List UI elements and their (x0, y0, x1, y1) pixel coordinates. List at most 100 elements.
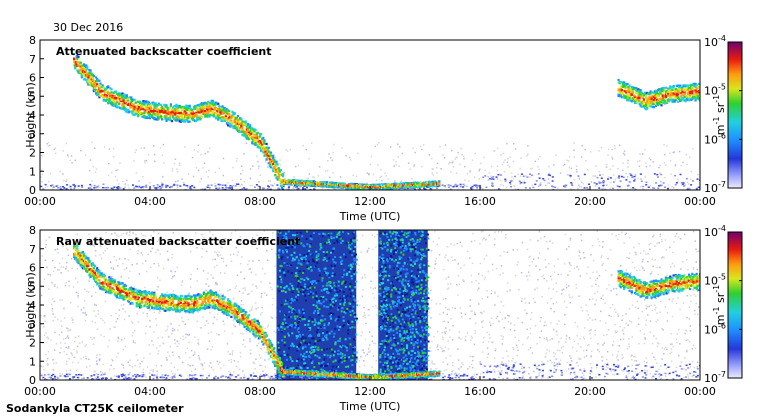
noise-speck (123, 303, 125, 306)
noise-speck (419, 145, 422, 148)
noise-speck (65, 267, 67, 270)
noise-speck (570, 167, 573, 170)
colorbar-unit-part: -1 (712, 95, 721, 103)
colorbar-unit-label: m-1 sr-1 (712, 95, 727, 135)
noise-speck (479, 168, 481, 171)
noise-speck (82, 356, 85, 358)
cloud-pixel (121, 92, 124, 95)
noise-speck (640, 180, 643, 183)
noise-speck (191, 156, 194, 159)
noise-speck (696, 361, 699, 364)
noise-speck (76, 268, 79, 270)
noise-speck (432, 240, 435, 243)
noise-speck (610, 315, 612, 317)
noise-speck (218, 184, 221, 187)
noise-speck (127, 184, 129, 187)
cloud-pixel (246, 136, 249, 139)
noise-speck (428, 311, 431, 314)
noise-speck (524, 187, 527, 189)
noise-speck (201, 233, 204, 236)
cloud-pixel (195, 119, 198, 123)
noise-speck (202, 167, 204, 169)
cloud-pixel (84, 77, 87, 80)
cloud-pixel (662, 86, 665, 90)
cloud-pixel (249, 125, 252, 128)
cloud-pixel (113, 100, 116, 103)
noise-speck (59, 188, 62, 190)
cloud-pixel (241, 126, 244, 130)
noise-speck (217, 183, 220, 186)
cloud-pixel (98, 79, 101, 82)
noise-speck (47, 376, 49, 379)
noise-speck (617, 188, 619, 190)
noise-speck (602, 181, 605, 184)
noise-speck (95, 304, 97, 307)
noise-speck (179, 185, 182, 187)
cloud-pixel (683, 92, 686, 96)
cloud-pixel (679, 84, 682, 87)
noise-speck (477, 289, 479, 291)
cloud-pixel (234, 122, 237, 125)
cloud-pixel (641, 103, 644, 106)
noise-speck (235, 302, 238, 304)
noise-speck (67, 249, 69, 251)
noise-speck (447, 184, 450, 186)
noise-speck (334, 188, 337, 190)
cloud-pixel (326, 181, 329, 184)
cloud-pixel (694, 82, 697, 86)
noise-speck (231, 185, 234, 188)
cloud-pixel (93, 81, 97, 84)
noise-speck (54, 152, 57, 155)
noise-speck (66, 184, 69, 186)
noise-speck (77, 305, 79, 308)
noise-speck (278, 188, 281, 190)
noise-speck (306, 178, 308, 180)
noise-speck (548, 174, 551, 176)
noise-speck (124, 186, 126, 188)
noise-speck (579, 186, 581, 188)
cloud-pixel (188, 104, 191, 107)
noise-speck (414, 151, 416, 154)
noise-speck (61, 373, 64, 375)
cloud-pixel (690, 84, 693, 87)
noise-speck (169, 346, 172, 348)
noise-speck (556, 290, 558, 293)
noise-speck (453, 244, 456, 246)
noise-speck (210, 366, 213, 369)
noise-speck (589, 332, 591, 335)
cloud-pixel (695, 92, 698, 95)
noise-speck (131, 366, 134, 368)
cloud-pixel (152, 101, 155, 104)
noise-speck (555, 301, 558, 304)
cloud-pixel (221, 105, 224, 108)
noise-speck (69, 329, 71, 331)
cloud-pixel (80, 76, 83, 79)
noise-speck (654, 304, 656, 306)
noise-speck (621, 169, 624, 172)
noise-speck (602, 181, 605, 183)
cloud-pixel (627, 94, 630, 97)
noise-speck (685, 177, 688, 180)
noise-speck (526, 312, 529, 315)
noise-speck (577, 187, 579, 190)
cloud-pixel (210, 104, 213, 107)
noise-speck (194, 336, 196, 338)
cloud-pixel (225, 119, 229, 122)
noise-speck (51, 184, 54, 186)
cloud-pixel (279, 169, 282, 172)
noise-speck (523, 180, 525, 183)
noise-speck (135, 149, 137, 151)
noise-speck (697, 186, 700, 189)
noise-speck (55, 185, 58, 187)
noise-speck (462, 188, 464, 190)
cloud-pixel (87, 76, 90, 79)
noise-speck (341, 147, 343, 149)
noise-speck (130, 320, 133, 323)
cloud-pixel (230, 119, 233, 123)
cloud-pixel (124, 100, 127, 103)
noise-speck (659, 266, 661, 269)
noise-speck (375, 305, 377, 307)
cloud-pixel (620, 88, 623, 92)
noise-speck (470, 281, 473, 283)
noise-speck (489, 321, 491, 323)
